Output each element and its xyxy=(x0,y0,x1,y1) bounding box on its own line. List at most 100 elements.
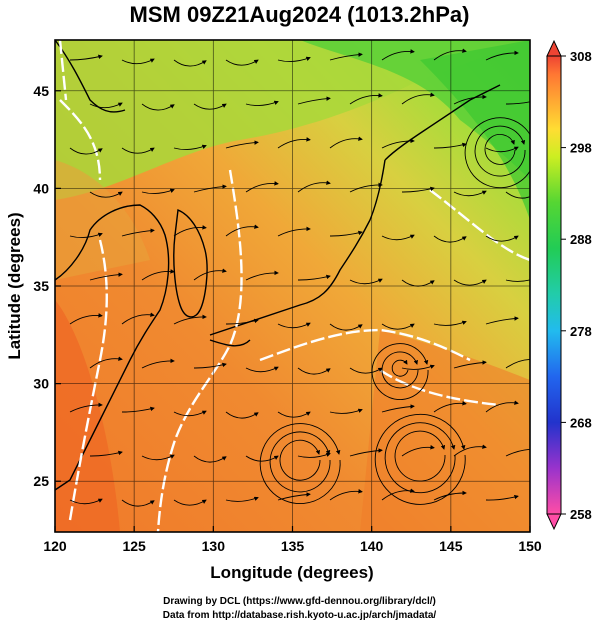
streamline xyxy=(277,322,311,329)
streamline xyxy=(297,180,331,193)
streamline xyxy=(245,455,279,462)
streamline xyxy=(505,191,530,199)
colorbar-tick-label: 268 xyxy=(570,415,592,430)
streamline xyxy=(193,268,227,281)
streamline xyxy=(121,58,155,65)
streamline xyxy=(381,323,415,330)
streamline xyxy=(277,56,311,62)
colorbar-gradient xyxy=(546,55,562,515)
streamline xyxy=(381,488,415,501)
streamline xyxy=(225,496,259,502)
streamline xyxy=(173,499,207,506)
x-tick-label: 145 xyxy=(439,538,463,554)
y-axis-label: Latitude (degrees) xyxy=(5,212,24,359)
streamline xyxy=(277,492,311,501)
y-axis-ticks: 25 30 35 40 45 xyxy=(33,83,61,489)
streamline xyxy=(121,147,155,154)
coastlines xyxy=(55,40,501,491)
streamline xyxy=(381,138,415,149)
streamline xyxy=(173,59,207,67)
wind-streamlines xyxy=(69,48,530,507)
streamline xyxy=(391,359,409,377)
streamline xyxy=(69,402,103,413)
streamline xyxy=(193,103,227,110)
streamline xyxy=(225,224,259,237)
lat-lon-grid xyxy=(55,40,530,532)
streamline xyxy=(141,269,175,281)
streamline xyxy=(173,225,207,237)
streamline xyxy=(329,52,363,61)
streamline xyxy=(89,450,123,457)
streamline xyxy=(245,181,279,193)
streamline xyxy=(329,408,363,414)
streamline xyxy=(277,137,311,149)
x-tick-label: 130 xyxy=(202,538,226,554)
streamline xyxy=(277,226,311,237)
streamline xyxy=(329,230,363,237)
y-tick-label: 25 xyxy=(33,473,49,489)
map-title: MSM 09Z21Aug2024 (1013.2hPa) xyxy=(129,2,470,27)
streamline xyxy=(259,423,341,504)
y-tick-label: 45 xyxy=(33,83,49,99)
streamline xyxy=(89,191,123,198)
streamline xyxy=(349,182,383,193)
colorbar-tick-label: 278 xyxy=(570,324,592,339)
streamline xyxy=(371,343,429,400)
streamline xyxy=(121,406,155,413)
streamline xyxy=(141,358,175,369)
streamline xyxy=(401,92,435,105)
streamline xyxy=(173,144,207,150)
streamline xyxy=(297,96,331,105)
streamline xyxy=(277,411,311,418)
streamline xyxy=(505,279,530,282)
streamline xyxy=(225,59,259,66)
streamline xyxy=(401,445,435,457)
streamline xyxy=(505,358,530,369)
streamline xyxy=(381,404,415,413)
footer-credit-data: Data from http://database.rish.kyoto-u.a… xyxy=(162,610,437,621)
streamline xyxy=(374,413,466,505)
y-tick-label: 30 xyxy=(33,376,49,392)
streamline xyxy=(69,54,103,61)
footer-credit-drawing: Drawing by DCL (https://www.gfd-dennou.o… xyxy=(163,596,436,607)
streamline xyxy=(453,444,487,457)
streamline xyxy=(69,498,103,505)
streamline xyxy=(433,401,467,413)
streamline xyxy=(453,190,487,197)
x-tick-label: 150 xyxy=(518,538,542,554)
x-tick-label: 125 xyxy=(122,538,146,554)
x-axis-label: Longitude (degrees) xyxy=(210,563,373,582)
streamline xyxy=(69,232,103,238)
x-tick-label: 120 xyxy=(43,538,67,554)
streamline xyxy=(485,146,519,153)
streamline xyxy=(484,133,516,165)
streamline xyxy=(89,356,123,369)
streamline xyxy=(349,448,383,457)
streamline xyxy=(485,50,519,61)
streamline xyxy=(453,360,487,369)
colorbar-tick-label: 308 xyxy=(570,49,592,64)
streamline xyxy=(225,140,259,149)
streamline xyxy=(505,448,530,457)
streamline xyxy=(464,117,530,189)
streamline xyxy=(245,366,279,373)
streamline xyxy=(121,228,155,237)
streamline xyxy=(394,430,446,482)
streamline xyxy=(401,364,435,370)
x-axis-ticks: 120 125 130 135 140 145 150 xyxy=(43,526,542,554)
streamline xyxy=(381,234,415,241)
streamline xyxy=(173,410,207,417)
streamline xyxy=(505,101,530,105)
streamline xyxy=(269,431,331,493)
streamline xyxy=(89,272,123,281)
streamline xyxy=(349,93,383,105)
x-tick-label: 140 xyxy=(360,538,384,554)
streamline xyxy=(329,136,363,149)
streamline xyxy=(193,455,227,463)
colorbar-lower-arrow xyxy=(546,513,562,531)
streamline xyxy=(433,142,467,149)
colorbar-tick-label: 298 xyxy=(570,141,592,156)
streamline xyxy=(89,102,123,109)
colorbar-tick-label: 258 xyxy=(570,507,592,522)
